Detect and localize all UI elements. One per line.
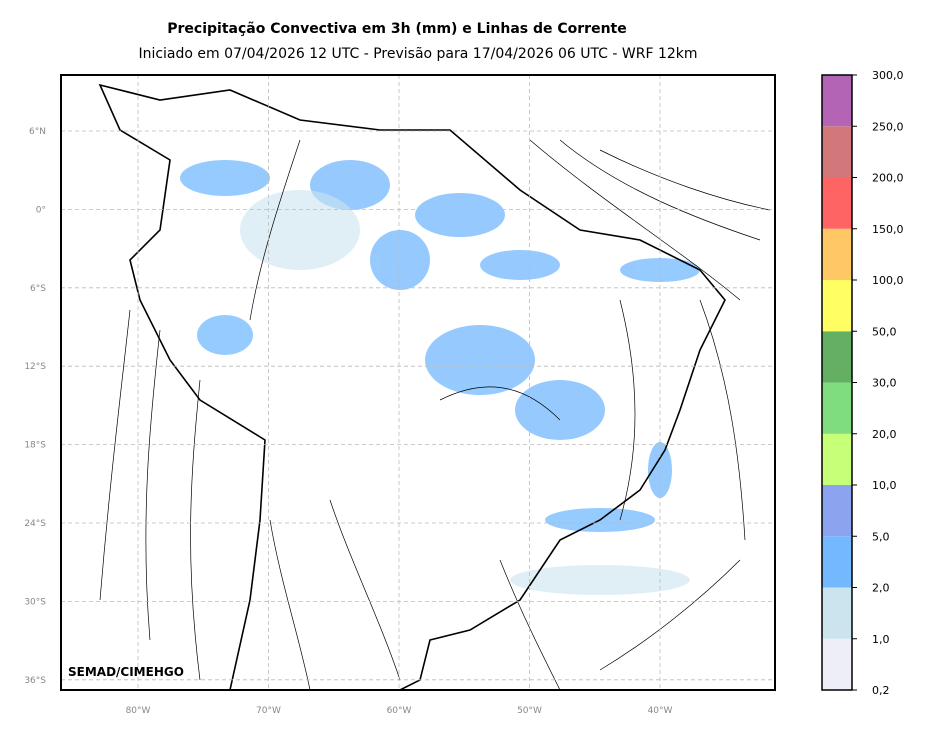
colorbar-segment	[822, 587, 852, 639]
lat-label: 18°S	[24, 441, 46, 451]
subtitle: Iniciado em 07/04/2026 12 UTC - Previsão…	[138, 46, 697, 62]
lat-label: 36°S	[24, 676, 46, 686]
lon-label: 70°W	[256, 706, 281, 716]
lat-label: 6°N	[29, 127, 46, 137]
colorbar-segment	[822, 638, 852, 690]
coastline	[98, 83, 726, 691]
colorbar-segment	[822, 228, 852, 280]
lat-label: 6°S	[30, 284, 46, 294]
lat-label: 30°S	[24, 597, 46, 607]
lon-label: 50°W	[517, 706, 542, 716]
colorbar-label: 150,0	[872, 223, 904, 236]
lon-label: 40°W	[648, 706, 673, 716]
lat-label: 12°S	[24, 362, 46, 372]
lon-label: 80°W	[126, 706, 151, 716]
colorbar-label: 2,0	[872, 582, 890, 595]
lat-label: 24°S	[24, 519, 46, 529]
colorbar-label: 250,0	[872, 120, 904, 133]
colorbar-label: 300,0	[872, 69, 904, 82]
colorbar-segment	[822, 382, 852, 434]
colorbar-label: 200,0	[872, 172, 904, 185]
colorbar-segment	[822, 536, 852, 588]
map: SEMAD/CIMEHGO	[60, 74, 776, 691]
colorbar-segment	[822, 485, 852, 537]
map-frame	[60, 74, 776, 691]
colorbar-segment	[822, 75, 852, 127]
colorbar-label: 1,0	[872, 633, 890, 646]
colorbar-segment	[822, 126, 852, 178]
colorbar-label: 30,0	[872, 377, 897, 390]
colorbar-label: 5,0	[872, 530, 890, 543]
precip-light	[240, 190, 690, 595]
colorbar-segment	[822, 331, 852, 383]
colorbar: 0,2 1,0 2,0 5,0 10,0 20,0 30,0 50,0 100,0 150,0 20…	[821, 69, 904, 697]
colorbar-label: 20,0	[872, 428, 897, 441]
title: Precipitação Convectiva em 3h (mm) e Lin…	[167, 21, 626, 37]
colorbar-segment	[822, 177, 852, 229]
credit: SEMAD/CIMEHGO	[68, 665, 184, 679]
colorbar-label: 100,0	[872, 274, 904, 287]
lat-label: 0°	[36, 205, 46, 215]
colorbar-segment	[822, 280, 852, 332]
colorbar-segment	[822, 433, 852, 485]
colorbar-label: 10,0	[872, 479, 897, 492]
colorbar-label: 50,0	[872, 325, 897, 338]
lon-label: 60°W	[387, 706, 412, 716]
colorbar-label: 0,2	[872, 684, 890, 697]
